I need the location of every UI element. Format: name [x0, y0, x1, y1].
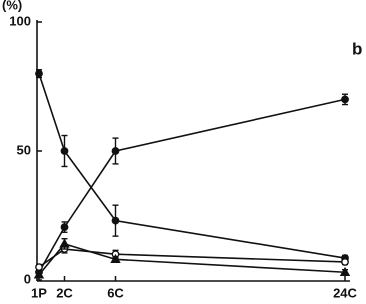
series-line	[38, 242, 346, 276]
marker	[341, 258, 349, 266]
marker	[35, 263, 43, 271]
panel-label: b	[352, 39, 362, 58]
series-line	[38, 98, 346, 273]
marker	[33, 269, 45, 279]
marker	[60, 147, 69, 155]
marker	[110, 253, 121, 264]
marker	[59, 238, 70, 248]
x-tick-label: 2C	[56, 285, 73, 300]
marker	[111, 216, 120, 225]
x-tick-label: 1P	[31, 285, 47, 300]
series-line	[38, 73, 346, 259]
y-unit: (%)	[2, 0, 22, 12]
marker	[60, 223, 69, 232]
y-tick-label: 0	[24, 271, 31, 286]
marker	[35, 69, 43, 78]
marker	[111, 147, 120, 155]
marker	[341, 95, 349, 104]
marker	[339, 266, 351, 276]
y-tick-label: 100	[9, 13, 31, 28]
x-tick-label: 24C	[333, 285, 357, 300]
x-tick-label: 6C	[107, 285, 124, 300]
y-tick-label: 50	[17, 142, 31, 157]
